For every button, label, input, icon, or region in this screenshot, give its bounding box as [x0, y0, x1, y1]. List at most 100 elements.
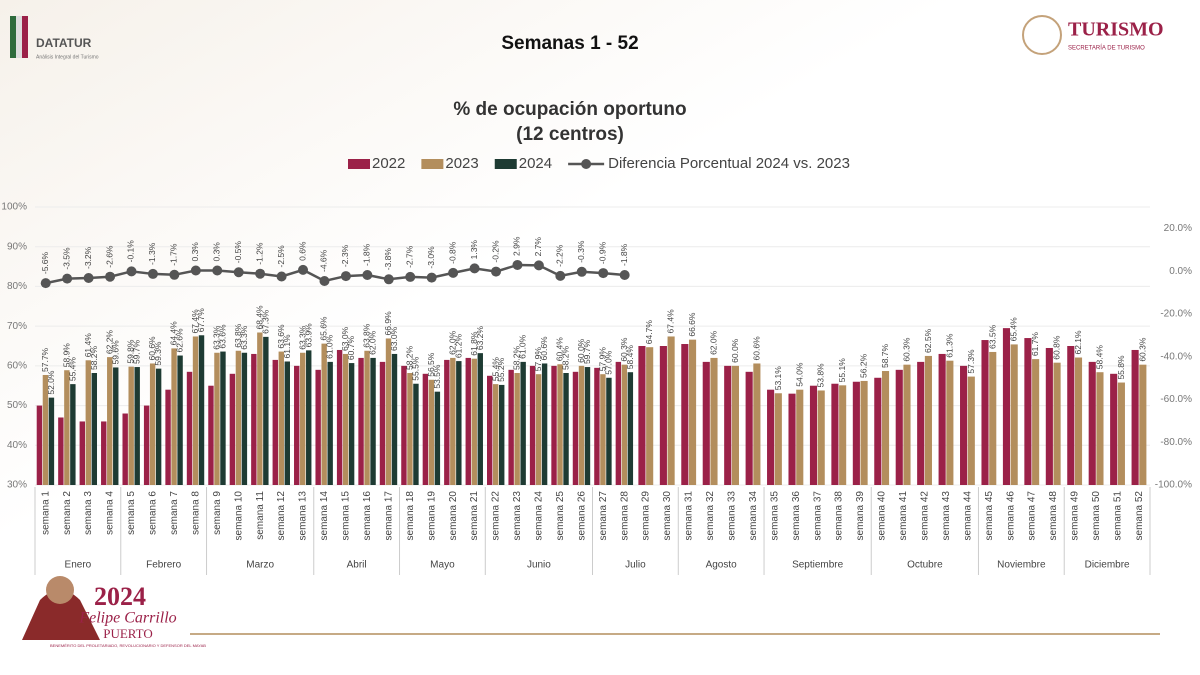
bar — [520, 361, 526, 485]
data-label: 60.0% — [576, 338, 586, 363]
data-label: 55.4% — [490, 357, 500, 382]
bar — [724, 365, 732, 485]
x-tick-label: semana 43 — [941, 491, 952, 541]
data-label: 1.3% — [469, 240, 479, 260]
x-tick-label: semana 8 — [190, 491, 201, 535]
data-label: -1.8% — [362, 243, 372, 266]
data-label: 58.9% — [61, 343, 71, 368]
bar — [284, 361, 290, 485]
bar — [688, 339, 697, 485]
y-tick-label: 60% — [7, 360, 27, 371]
data-label: 67.4% — [190, 309, 200, 334]
data-label: 59.7% — [132, 340, 142, 365]
bar — [788, 393, 796, 485]
bar — [342, 353, 349, 485]
bar — [938, 353, 946, 485]
bar — [208, 385, 214, 485]
bar — [681, 344, 689, 485]
bar — [646, 347, 654, 485]
legend-swatch — [421, 159, 444, 169]
data-label: 61.2% — [453, 334, 463, 359]
bar — [989, 351, 997, 485]
bar — [48, 397, 55, 485]
bar — [379, 361, 386, 485]
bar — [1117, 382, 1125, 485]
x-tick-label: semana 24 — [534, 491, 545, 541]
data-label: 59.7% — [582, 340, 592, 365]
footer-motto: BENEMÉRITO DEL PROLETARIADO, REVOLUCIONA… — [50, 643, 206, 648]
group-label: Febrero — [146, 560, 181, 571]
x-tick-label: semana 33 — [727, 491, 738, 541]
bar — [364, 350, 370, 485]
line-point — [255, 268, 266, 279]
bar — [493, 384, 499, 485]
line-point — [512, 259, 523, 270]
ministry-subtitle: SECRETARÍA DE TURISMO — [1068, 45, 1145, 52]
line-point — [340, 271, 351, 282]
data-label: 60.6% — [751, 336, 761, 361]
bar — [621, 364, 628, 485]
y2-tick-label: -80.0% — [1160, 437, 1192, 448]
bar — [745, 371, 753, 485]
line-point — [233, 267, 244, 278]
group-label: Octubre — [907, 560, 943, 571]
bar — [508, 369, 514, 485]
line-point — [426, 272, 437, 283]
y2-tick-label: -60.0% — [1160, 394, 1192, 405]
data-label: 60.6% — [539, 336, 549, 361]
bar — [177, 355, 183, 485]
data-label: -2.7% — [404, 245, 414, 268]
line-point — [83, 272, 94, 283]
bar — [143, 405, 150, 485]
x-tick-label: semana 39 — [855, 491, 866, 541]
data-label: 61.4% — [83, 333, 93, 358]
x-tick-label: semana 1 — [40, 491, 51, 535]
data-label: 62.6% — [175, 328, 185, 353]
bar — [229, 373, 236, 485]
legend-label: 2022 — [372, 155, 405, 172]
x-tick-label: semana 41 — [898, 491, 909, 541]
footer-year: 2024 — [94, 582, 146, 611]
data-label: 61.8% — [469, 331, 479, 356]
group-label: Agosto — [706, 560, 738, 571]
y2-tick-label: -100.0% — [1155, 480, 1192, 491]
x-tick-label: semana 7 — [169, 491, 180, 535]
bar — [551, 365, 557, 485]
data-label: -2.6% — [104, 245, 114, 268]
bar — [79, 421, 86, 485]
data-label: 62.0% — [368, 330, 378, 355]
bar — [874, 377, 882, 485]
data-label: 58.7% — [880, 343, 890, 368]
bar — [1131, 349, 1139, 485]
x-tick-label: semana 4 — [105, 491, 116, 535]
data-label: -1.2% — [254, 242, 264, 265]
bar — [809, 385, 818, 485]
y-tick-label: 50% — [7, 400, 27, 411]
bar — [321, 343, 327, 485]
x-tick-label: semana 10 — [233, 491, 244, 541]
data-label: 60.7% — [346, 336, 356, 361]
bar — [315, 369, 321, 485]
x-tick-label: semana 11 — [255, 491, 266, 540]
bar — [702, 361, 710, 485]
x-tick-label: semana 19 — [426, 491, 437, 541]
x-tick-label: semana 40 — [877, 491, 888, 541]
x-tick-label: semana 44 — [962, 491, 973, 541]
x-tick-label: semana 35 — [769, 491, 780, 541]
legend-label: Diferencia Porcentual 2024 vs. 2023 — [608, 155, 850, 172]
x-tick-label: semana 47 — [1027, 491, 1038, 541]
bar — [1032, 359, 1040, 485]
line-point — [105, 271, 116, 282]
data-label: 58.4% — [625, 345, 635, 370]
x-tick-label: semana 37 — [812, 491, 823, 541]
bar — [42, 374, 49, 485]
data-label: 60.3% — [902, 337, 912, 362]
bar — [149, 363, 156, 485]
data-label: 57.9% — [597, 347, 607, 372]
line-point — [276, 271, 287, 282]
bar — [477, 353, 483, 485]
x-tick-label: semana 26 — [576, 491, 587, 541]
group-label: Marzo — [246, 560, 274, 571]
data-label: 2.9% — [512, 236, 522, 256]
